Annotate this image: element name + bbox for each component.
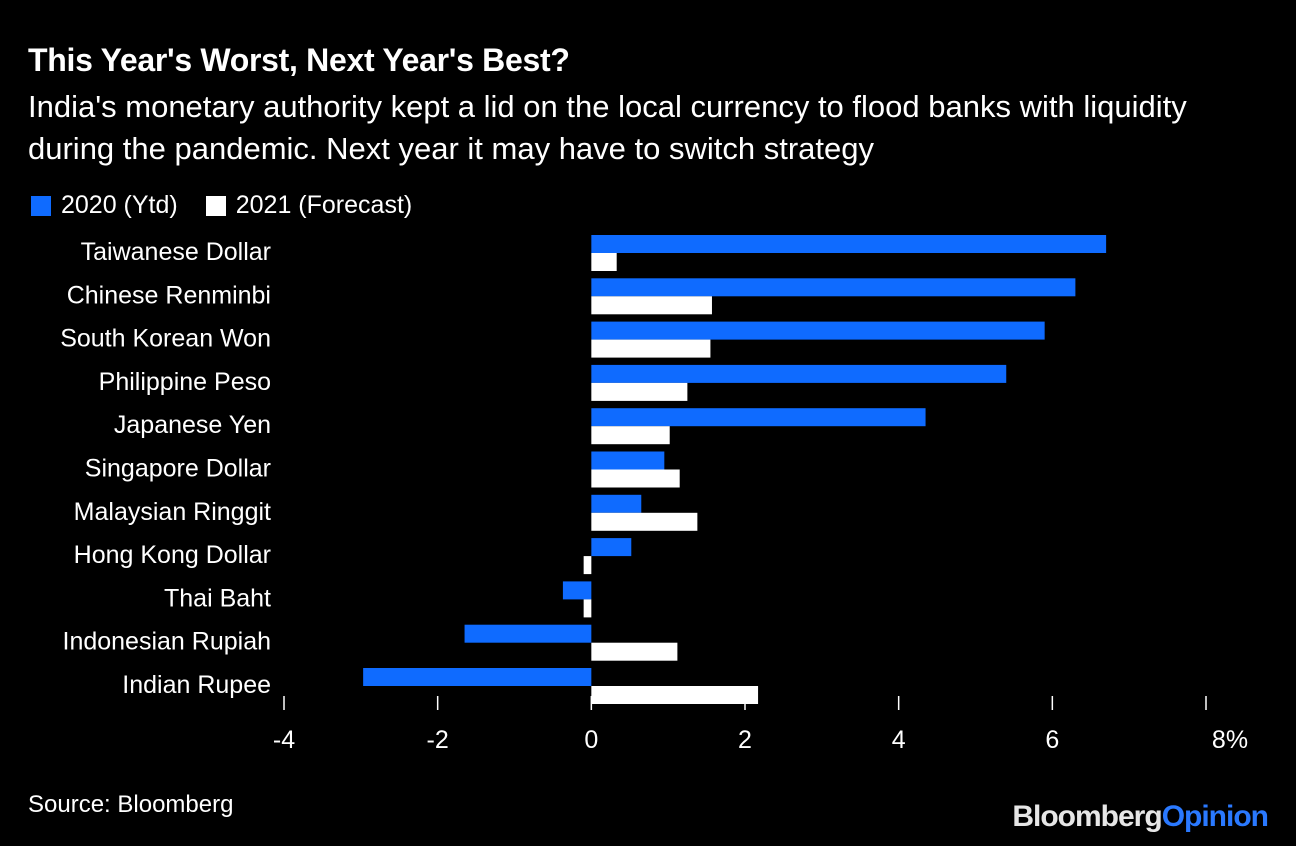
bar-2020-indian-rupee (363, 668, 592, 686)
chart-title: This Year's Worst, Next Year's Best? (28, 42, 570, 78)
bar-2021-thai-baht (583, 599, 592, 618)
category-label-japanese-yen: Japanese Yen (114, 411, 271, 439)
legend-label-2021: 2021 (Forecast) (235, 191, 413, 219)
brand-opinion: Opinion (1161, 800, 1269, 833)
chart-subtitle: India's monetary authority kept a lid on… (28, 89, 1187, 166)
x-tick-label-6: 8% (1212, 726, 1248, 754)
bar-2021-japanese-yen (591, 426, 670, 445)
x-tick-label-3: 2 (738, 726, 752, 754)
x-tick-label-0: -4 (273, 726, 295, 754)
bar-2021-malaysian-ringgit (591, 512, 698, 531)
legend-swatch-2020 (31, 195, 51, 216)
bar-2021-indonesian-rupiah (591, 642, 678, 661)
legend-swatch-2021 (205, 195, 226, 216)
x-tick-label-1: -2 (427, 726, 449, 754)
brand-bloomberg: Bloomberg (1012, 800, 1162, 833)
brand-logo: BloombergOpinion (1012, 800, 1269, 834)
bar-2021-hong-kong-dollar (583, 556, 592, 575)
x-tick-label-4: 4 (892, 726, 906, 754)
x-tick-label-2: 0 (584, 726, 598, 754)
bar-2020-taiwanese-dollar (591, 235, 1107, 253)
legend: 2020 (Ytd) 2021 (Forecast) (31, 191, 440, 220)
bar-2021-singapore-dollar (591, 469, 680, 488)
bar-2021-taiwanese-dollar (591, 253, 617, 271)
category-label-taiwanese-dollar: Taiwanese Dollar (81, 238, 271, 266)
bar-2021-chinese-renminbi (591, 296, 712, 315)
bar-2021-philippine-peso (591, 382, 688, 401)
bar-2020-indonesian-rupiah (464, 624, 592, 643)
category-label-philippine-peso: Philippine Peso (99, 368, 271, 396)
bar-2020-hong-kong-dollar (591, 538, 632, 557)
bar-2020-singapore-dollar (591, 451, 665, 470)
legend-label-2020: 2020 (Ytd) (61, 191, 178, 219)
category-label-south-korean-won: South Korean Won (60, 325, 271, 353)
legend-item-2020: 2020 (Ytd) (31, 191, 178, 220)
bar-2020-malaysian-ringgit (591, 494, 642, 513)
bar-2020-japanese-yen (591, 408, 926, 427)
legend-item-2021: 2021 (Forecast) (205, 191, 413, 220)
x-tick-label-5: 6 (1045, 726, 1059, 754)
category-label-indian-rupee: Indian Rupee (122, 671, 271, 699)
bar-2020-thai-baht (562, 581, 592, 600)
category-label-malaysian-ringgit: Malaysian Ringgit (74, 498, 271, 526)
bar-2020-chinese-renminbi (591, 278, 1076, 297)
source-note: Source: Bloomberg (28, 791, 234, 818)
category-label-hong-kong-dollar: Hong Kong Dollar (74, 541, 271, 569)
bar-2020-south-korean-won (591, 321, 1045, 340)
category-label-singapore-dollar: Singapore Dollar (85, 455, 271, 483)
bar-2021-indian-rupee (591, 686, 759, 704)
category-label-thai-baht: Thai Baht (164, 584, 271, 612)
category-label-chinese-renminbi: Chinese Renminbi (67, 281, 271, 309)
category-label-indonesian-rupiah: Indonesian Rupiah (63, 628, 272, 656)
bar-2021-south-korean-won (591, 339, 711, 358)
bar-2020-philippine-peso (591, 364, 1007, 383)
